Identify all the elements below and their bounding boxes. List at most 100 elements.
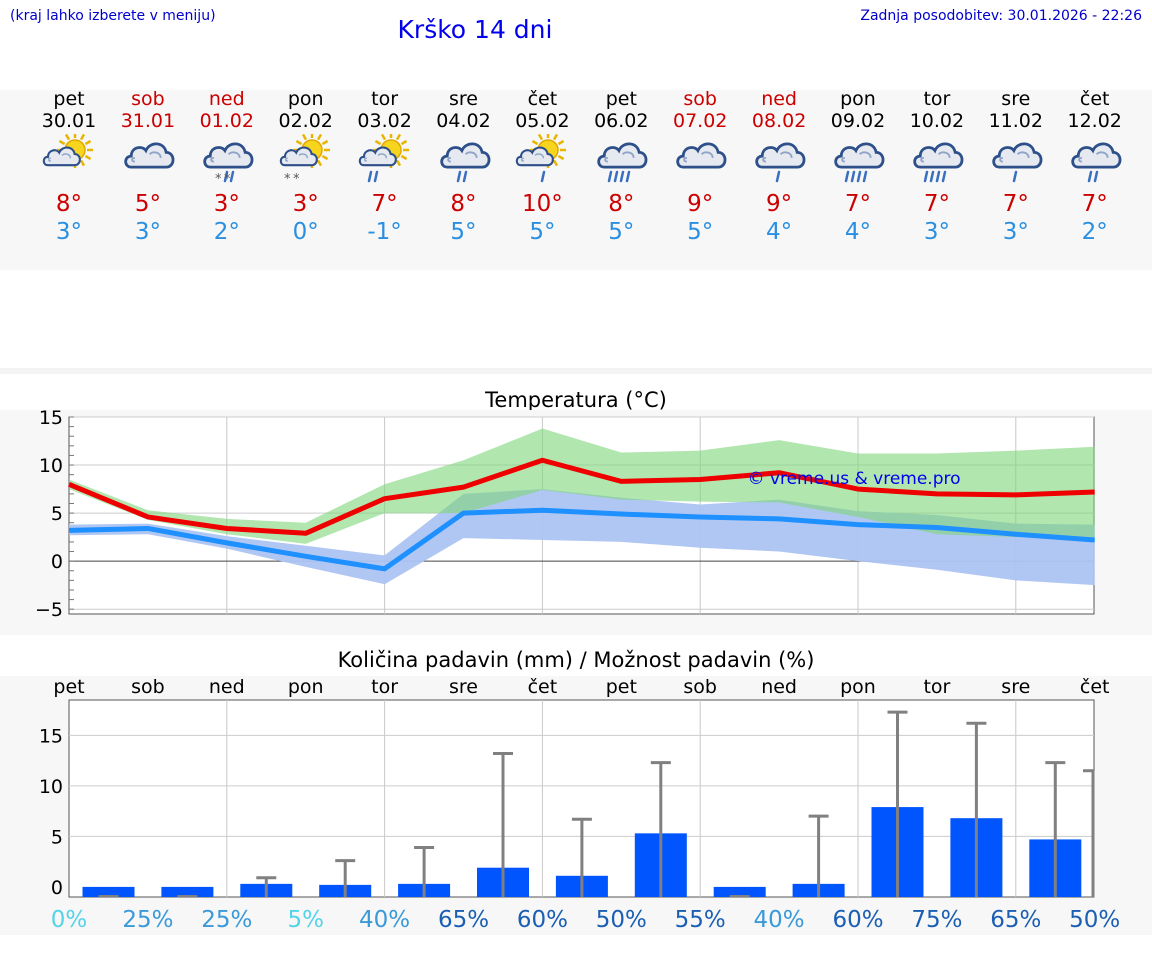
y-tick-label: 15 (39, 407, 63, 429)
day-name: pon (287, 88, 324, 110)
day-column: sre 04.02 8° 5° (425, 88, 503, 246)
max-temp: 7° (371, 191, 398, 217)
x-tick-label: sob (683, 676, 717, 698)
cloud-icon (124, 142, 175, 169)
max-temp-range-band (69, 428, 1095, 544)
y-tick-label: 5 (51, 503, 63, 525)
day-name: tor (371, 88, 399, 110)
precipitation-bar (161, 886, 214, 897)
day-column: pet 06.02 8° 5° (582, 88, 660, 246)
svg-text:*: * (293, 172, 300, 186)
precipitation-probability: 40% (359, 907, 410, 933)
min-temp-line (68, 507, 1095, 572)
day-date: 31.01 (120, 110, 176, 132)
svg-text:*: * (215, 172, 222, 186)
day-date: 02.02 (278, 110, 333, 132)
day-name: ned (208, 88, 245, 110)
day-name: sre (1001, 88, 1031, 110)
day-column: tor 03.02 7° -1° (346, 88, 424, 246)
watermark: © vreme.us & vreme.pro (747, 469, 960, 489)
y-tick-label: 0 (51, 551, 63, 573)
max-temp: 8° (55, 191, 83, 217)
max-temp: 7° (1002, 191, 1029, 217)
max-temp: 3° (292, 191, 319, 217)
cloud-heavy-rain-icon (597, 142, 648, 183)
day-name: pon (840, 88, 876, 110)
day-name: sob (683, 88, 717, 110)
precipitation-probability: 40% (754, 907, 805, 933)
min-temp: 5° (450, 219, 477, 245)
max-temp: 9° (687, 191, 714, 217)
precipitation-probability: 50% (1069, 907, 1120, 933)
precipitation-probability: 5% (287, 907, 324, 933)
day-date: 07.02 (672, 110, 728, 132)
max-temp: 8° (608, 191, 635, 217)
x-tick-label: pet (606, 676, 637, 698)
day-name: sob (131, 88, 165, 110)
min-temp: 5° (529, 219, 556, 245)
x-tick-label: sob (131, 676, 165, 698)
x-tick-label: tor (923, 676, 950, 698)
day-date: 04.02 (436, 110, 491, 132)
day-date: 06.02 (594, 110, 649, 132)
x-tick-label: pet (53, 676, 84, 698)
x-tick-label: čet (528, 676, 558, 698)
day-column: ned 08.02 9° 4° (740, 88, 818, 246)
day-name: čet (527, 88, 558, 110)
precipitation-probability: 65% (438, 907, 489, 933)
x-tick-label: ned (761, 676, 797, 698)
x-tick-label: pon (288, 676, 324, 698)
separator (0, 368, 1152, 374)
cloud-sleet-icon: * * (203, 142, 254, 186)
max-temp: 7° (923, 191, 950, 217)
day-name: pet (53, 88, 85, 110)
temperature-chart-title: Temperatura (°C) (485, 388, 667, 412)
precipitation-probability: 75% (911, 907, 962, 933)
cloud-icon (676, 142, 727, 169)
x-tick-label: pon (840, 676, 876, 698)
precipitation-probability: 65% (990, 907, 1041, 933)
cloud-heavy-rain-icon (834, 142, 885, 183)
forecast-panel (0, 90, 1152, 270)
day-date: 10.02 (909, 110, 965, 132)
location-menu-hint[interactable]: (kraj lahko izberete v meniju) (10, 8, 216, 24)
min-temp: 3° (1002, 219, 1029, 245)
cloud-rain-icon (1071, 142, 1122, 183)
precipitation-bar (82, 886, 135, 897)
max-temp-line (68, 457, 1095, 536)
max-temp: 3° (213, 191, 240, 217)
cloud-heavy-rain-icon (913, 142, 964, 183)
day-column: pon 02.02 * * 3° 0° (267, 88, 345, 246)
min-temp: 3° (134, 219, 161, 245)
day-name: tor (923, 88, 951, 110)
max-temp: 8° (450, 191, 477, 217)
day-date: 05.02 (515, 110, 570, 132)
day-name: pet (605, 88, 637, 110)
cloud-rain-icon (439, 142, 490, 183)
day-name: sre (449, 88, 478, 110)
max-temp: 7° (844, 191, 872, 217)
y-tick-label: 10 (39, 776, 63, 798)
day-column: sre 11.02 7° 3° (977, 88, 1055, 246)
precipitation-probability: 0% (51, 907, 88, 933)
svg-text:*: * (224, 172, 231, 186)
day-date: 30.01 (41, 110, 97, 132)
day-name: ned (761, 88, 797, 110)
precipitation-probability: 55% (675, 907, 726, 933)
day-column: ned 01.02 * * 3° 2° (188, 88, 266, 246)
x-tick-label: čet (1080, 676, 1110, 698)
y-tick-label: 0 (51, 877, 63, 899)
precipitation-chart-title: Količina padavin (mm) / Možnost padavin … (337, 648, 815, 672)
svg-text:*: * (284, 172, 291, 186)
precipitation-probability: 50% (596, 907, 647, 933)
cloud-light-rain-icon (755, 142, 806, 183)
cloud-light-rain-icon (992, 142, 1043, 183)
max-temp: 7° (1081, 191, 1108, 217)
max-temp: 10° (522, 191, 563, 217)
precipitation-bar (713, 886, 766, 897)
precipitation-probability: 60% (517, 907, 568, 933)
max-temp: 9° (766, 191, 793, 217)
day-date: 08.02 (751, 110, 807, 132)
day-column: čet 05.02 10° 5° (503, 88, 581, 246)
